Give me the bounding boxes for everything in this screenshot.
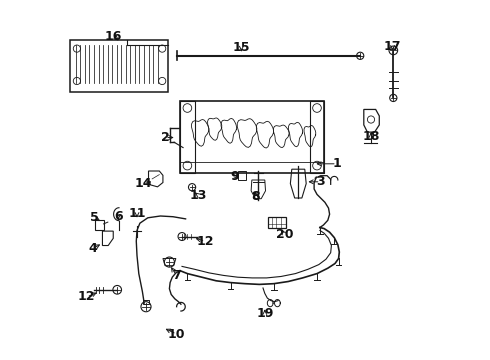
Text: 5: 5	[90, 211, 99, 224]
Text: 12: 12	[78, 291, 96, 303]
Text: 14: 14	[135, 177, 152, 190]
Text: 18: 18	[362, 130, 380, 143]
Text: 20: 20	[276, 228, 294, 241]
Text: 16: 16	[105, 30, 122, 42]
Text: 4: 4	[89, 242, 98, 255]
Text: 1: 1	[332, 157, 341, 170]
Text: 11: 11	[128, 207, 146, 220]
Text: 15: 15	[233, 41, 250, 54]
Text: 3: 3	[316, 175, 325, 188]
Text: 2: 2	[161, 131, 170, 144]
Text: 6: 6	[114, 210, 122, 222]
Text: 10: 10	[168, 328, 185, 341]
Text: 7: 7	[172, 269, 181, 282]
Text: 13: 13	[190, 189, 207, 202]
Text: 9: 9	[230, 170, 239, 183]
Text: 19: 19	[256, 307, 273, 320]
Text: 12: 12	[196, 235, 214, 248]
Text: 17: 17	[384, 40, 401, 53]
Text: 8: 8	[251, 190, 260, 203]
